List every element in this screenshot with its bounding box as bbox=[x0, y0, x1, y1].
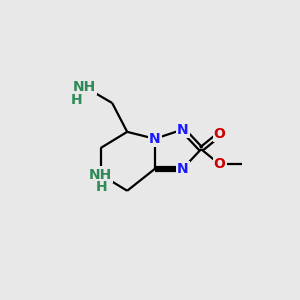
Text: O: O bbox=[214, 157, 226, 171]
Text: H: H bbox=[70, 92, 82, 106]
Text: O: O bbox=[214, 127, 226, 141]
Text: NH: NH bbox=[89, 168, 112, 182]
Text: NH: NH bbox=[73, 80, 96, 94]
Text: N: N bbox=[177, 123, 188, 136]
Text: N: N bbox=[177, 162, 188, 176]
Text: H: H bbox=[96, 180, 108, 194]
Text: N: N bbox=[149, 132, 161, 146]
